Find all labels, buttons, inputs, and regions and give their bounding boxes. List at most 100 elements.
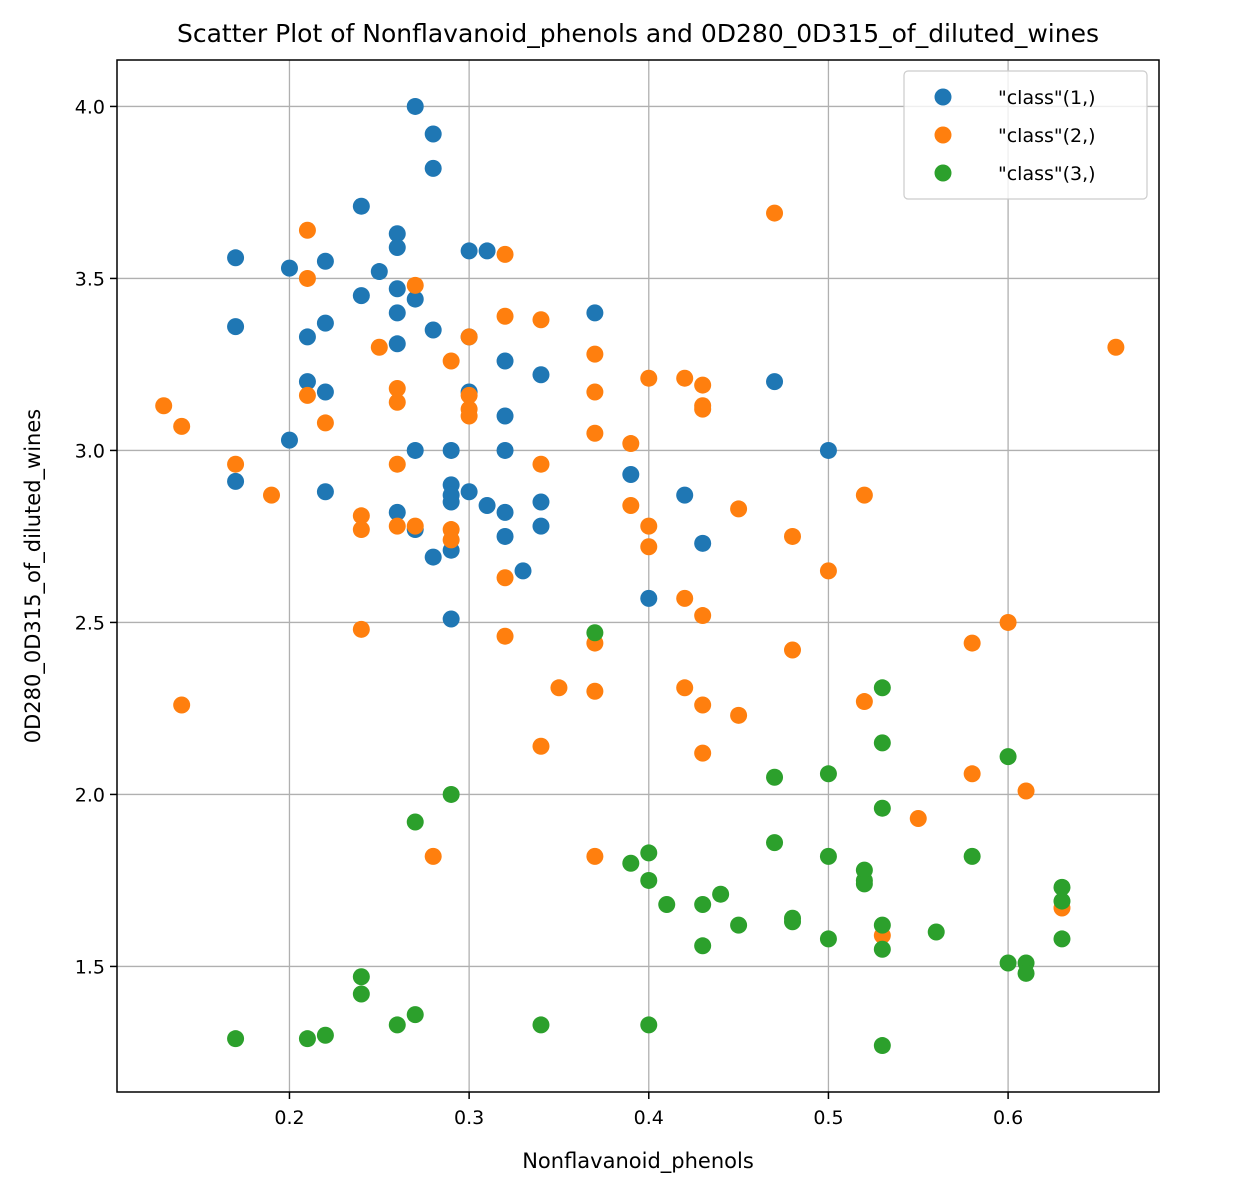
data-point: [873, 799, 891, 817]
data-point: [694, 607, 712, 625]
data-point: [460, 483, 478, 501]
data-point: [550, 679, 568, 697]
y-tick-label: 1.5: [75, 956, 105, 978]
data-point: [640, 1016, 658, 1034]
data-point: [263, 486, 281, 504]
data-point: [586, 847, 604, 865]
data-point: [424, 847, 442, 865]
data-point: [316, 483, 334, 501]
data-point: [442, 493, 460, 511]
data-point: [640, 538, 658, 556]
data-point: [352, 985, 370, 1003]
data-point: [388, 280, 406, 298]
data-point: [424, 321, 442, 339]
chart-title: Scatter Plot of Nonflavanoid_phenols and…: [177, 19, 1099, 48]
data-point: [766, 204, 784, 222]
data-point: [640, 369, 658, 387]
data-point: [442, 441, 460, 459]
data-point: [280, 259, 298, 277]
data-point: [784, 913, 802, 931]
data-point: [388, 225, 406, 243]
data-point: [442, 610, 460, 628]
data-point: [352, 197, 370, 215]
data-point: [586, 682, 604, 700]
data-point: [316, 383, 334, 401]
data-point: [298, 386, 316, 404]
data-point: [388, 380, 406, 398]
data-point: [496, 527, 514, 545]
data-point: [1053, 892, 1071, 910]
data-point: [496, 352, 514, 370]
series-3: [227, 624, 1071, 1055]
data-point: [227, 455, 245, 473]
data-point: [514, 562, 532, 580]
data-point: [227, 318, 245, 336]
data-point: [406, 1006, 424, 1024]
data-point: [388, 393, 406, 411]
legend: "class"(1,) "class"(2,) "class"(3,): [903, 70, 1148, 200]
data-point: [406, 290, 424, 308]
x-axis-label: Nonflavanoid_phenols: [522, 1149, 754, 1174]
data-point: [855, 875, 873, 893]
data-point: [873, 734, 891, 752]
legend-label: "class"(3,): [998, 163, 1096, 185]
data-point: [784, 641, 802, 659]
data-point: [298, 221, 316, 239]
x-tick-label: 0.6: [993, 1107, 1023, 1129]
data-point: [424, 548, 442, 566]
data-point: [388, 503, 406, 521]
data-point: [640, 844, 658, 862]
data-point: [298, 1030, 316, 1048]
data-point: [730, 500, 748, 518]
legend-marker: [934, 88, 952, 106]
data-point: [352, 968, 370, 986]
data-point: [442, 531, 460, 549]
data-point: [855, 486, 873, 504]
data-point: [873, 679, 891, 697]
y-tick-label: 3.5: [75, 268, 105, 290]
data-point: [784, 527, 802, 545]
data-point: [532, 366, 550, 384]
data-point: [424, 159, 442, 177]
data-point: [676, 486, 694, 504]
data-point: [388, 455, 406, 473]
data-point: [388, 517, 406, 535]
data-point: [873, 940, 891, 958]
data-point: [460, 242, 478, 260]
data-point: [424, 125, 442, 143]
data-point: [694, 376, 712, 394]
data-point: [766, 768, 784, 786]
data-point: [406, 97, 424, 115]
legend-box: [903, 70, 1148, 200]
data-point: [999, 954, 1017, 972]
data-point: [694, 937, 712, 955]
series-1: [227, 97, 837, 628]
data-point: [1053, 930, 1071, 948]
data-point: [316, 252, 334, 270]
data-point: [963, 847, 981, 865]
data-point: [640, 871, 658, 889]
y-tick-label: 3.0: [75, 440, 105, 462]
data-point: [496, 627, 514, 645]
data-point: [963, 765, 981, 783]
data-point: [280, 431, 298, 449]
y-tick-label: 4.0: [75, 96, 105, 118]
data-point: [819, 562, 837, 580]
series-2: [155, 204, 1125, 944]
data-point: [406, 813, 424, 831]
data-point: [694, 896, 712, 914]
data-point: [478, 242, 496, 260]
legend-label: "class"(1,): [998, 87, 1096, 109]
data-point: [532, 455, 550, 473]
data-point: [532, 1016, 550, 1034]
data-point: [298, 269, 316, 287]
data-point: [694, 534, 712, 552]
data-point: [496, 441, 514, 459]
data-point: [227, 1030, 245, 1048]
data-point: [352, 507, 370, 525]
x-tick-label: 0.5: [813, 1107, 843, 1129]
data-point: [406, 441, 424, 459]
data-point: [676, 369, 694, 387]
data-point: [496, 407, 514, 425]
data-point: [873, 916, 891, 934]
